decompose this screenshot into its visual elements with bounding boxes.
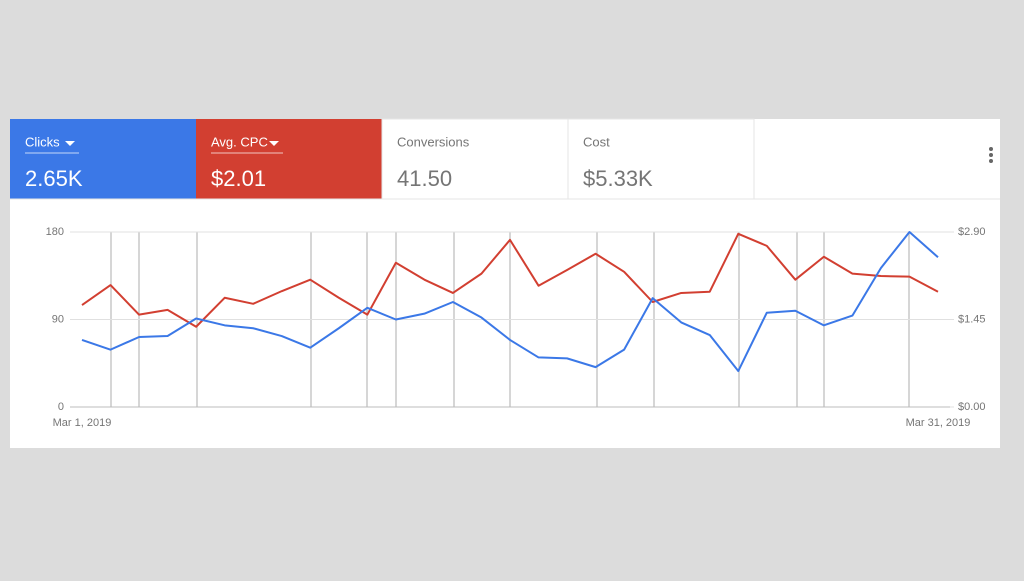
tile-label[interactable]: Clicks — [25, 134, 60, 149]
series-line — [81, 232, 939, 328]
x-tick-label: Mar 1, 2019 — [53, 417, 112, 429]
tile-label: Cost — [583, 134, 610, 149]
y-tick-label: 0 — [58, 401, 64, 413]
y-tick-label: 90 — [52, 313, 64, 325]
dropdown-icon[interactable] — [65, 141, 75, 146]
cpc-tile[interactable] — [196, 119, 382, 199]
clicks-tile[interactable] — [10, 119, 196, 199]
tile-value: $2.01 — [211, 166, 266, 191]
tile-label: Conversions — [397, 134, 470, 149]
y-tick-label: 180 — [46, 226, 64, 238]
tile-label[interactable]: Avg. CPC — [211, 134, 268, 149]
y2-tick-label: $0.00 — [958, 401, 986, 413]
more-menu[interactable] — [989, 147, 993, 163]
series-line — [81, 231, 939, 373]
tile-value: $5.33K — [583, 166, 653, 191]
x-tick-label: Mar 31, 2019 — [906, 417, 971, 429]
tile-value: 2.65K — [25, 166, 83, 191]
dropdown-icon[interactable] — [269, 141, 279, 146]
y2-tick-label: $1.45 — [958, 313, 986, 325]
y2-tick-label: $2.90 — [958, 226, 986, 238]
tile-value: 41.50 — [397, 166, 452, 191]
